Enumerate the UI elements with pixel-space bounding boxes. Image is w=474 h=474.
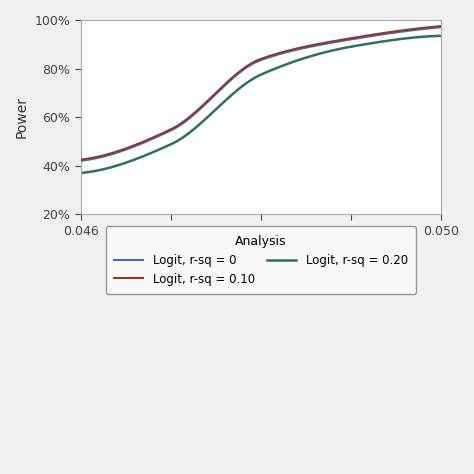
Y-axis label: Power: Power <box>15 96 29 138</box>
Legend: Logit, r-sq = 0, Logit, r-sq = 0.10, Logit, r-sq = 0.20: Logit, r-sq = 0, Logit, r-sq = 0.10, Log… <box>106 227 416 294</box>
X-axis label: Post-intervention proportion: Post-intervention proportion <box>163 243 359 257</box>
